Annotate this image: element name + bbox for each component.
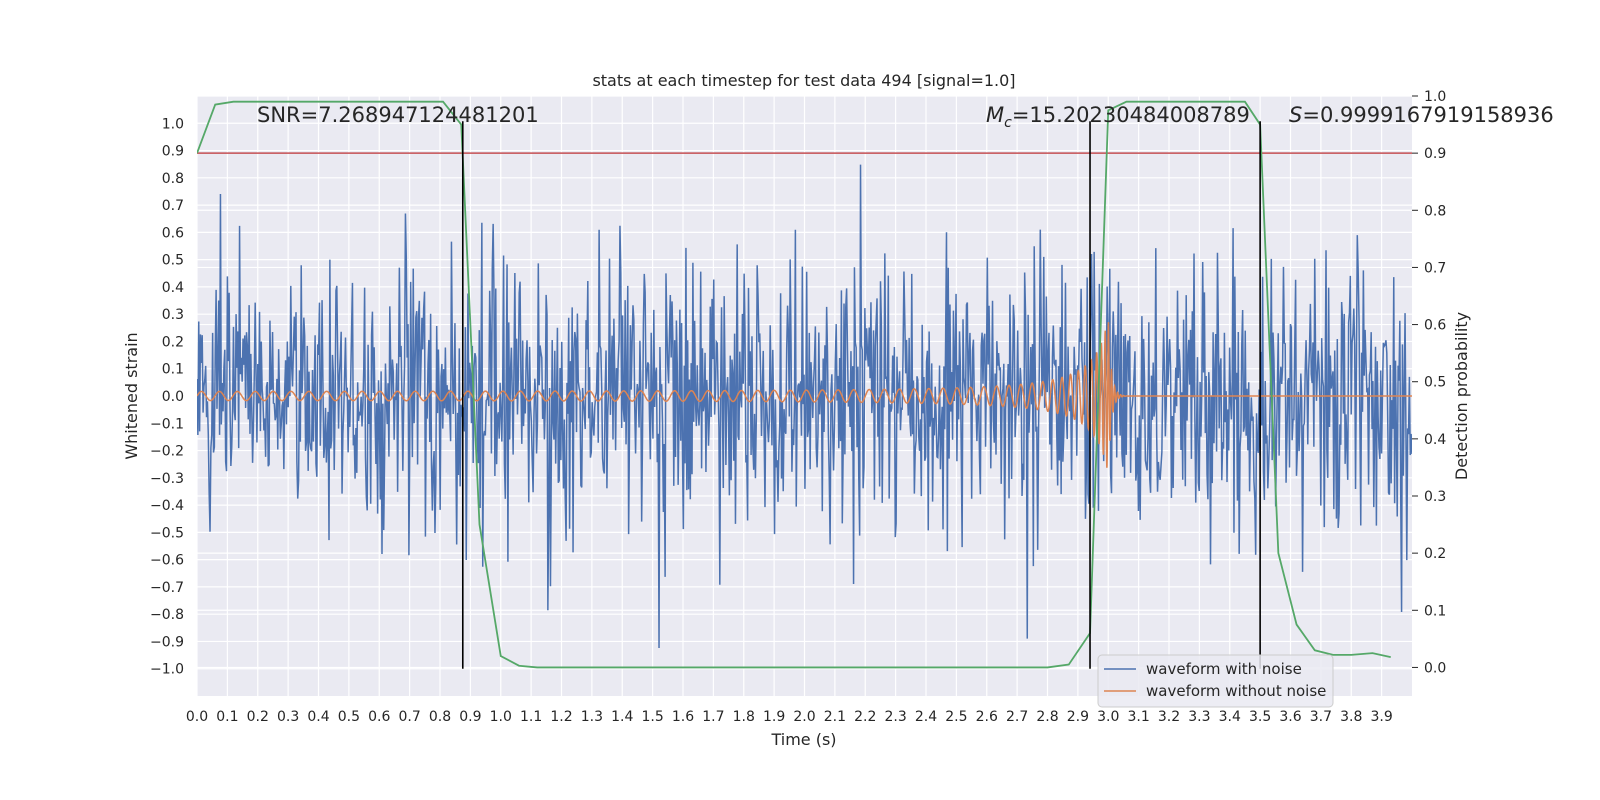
x-tick-label: 0.0 <box>186 709 208 725</box>
x-tick-label: 1.2 <box>550 709 572 725</box>
x-tick-label: 3.1 <box>1127 709 1149 725</box>
x-tick-label: 2.5 <box>945 709 967 725</box>
s-annotation: S=0.9999167919158936 <box>1289 103 1554 127</box>
y2-tick-label: 0.8 <box>1424 203 1446 219</box>
vertical-markers <box>461 121 1261 669</box>
x-tick-label: 1.6 <box>672 709 694 725</box>
x-tick-label: 3.9 <box>1370 709 1392 725</box>
x-tick-label: 2.1 <box>824 709 846 725</box>
legend: waveform with noise waveform without noi… <box>1097 654 1334 708</box>
y-axis-label: Whitened strain <box>122 332 141 459</box>
y-tick-label: 0.1 <box>162 362 184 378</box>
x-tick-label: 3.0 <box>1097 709 1119 725</box>
x-tick-label: 1.8 <box>733 709 755 725</box>
x-tick-label: 0.1 <box>216 709 238 725</box>
y2-tick-label: 0.3 <box>1424 489 1446 505</box>
mc-symbol: M <box>986 103 1004 127</box>
y-tick-label: 0.9 <box>162 144 184 160</box>
s-symbol: S <box>1289 103 1302 127</box>
y-tick-label: −0.9 <box>150 634 184 650</box>
y-tick-label: 0.7 <box>162 198 184 214</box>
mc-annotation: Mc=15.20230484008789 <box>986 103 1250 131</box>
x-tick-label: 3.6 <box>1279 709 1301 725</box>
y2-tick-label: 0.6 <box>1424 318 1446 334</box>
y-axis-ticks: 1.0 0.9 0.8 0.7 0.6 0.5 0.4 0.3 0.2 0.1 0.0 −0.1 −0.… <box>150 116 184 677</box>
legend-label-noisy: waveform with noise <box>1146 660 1302 678</box>
y2-axis-ticks: 1.0 0.9 0.8 0.7 0.6 0.5 0.4 0.3 0.2 0.1 0.0 <box>1412 89 1446 676</box>
y-tick-label: −0.6 <box>150 553 184 569</box>
x-tick-label: 2.7 <box>1006 709 1028 725</box>
x-tick-label: 0.9 <box>459 709 481 725</box>
y-tick-label: −0.1 <box>150 416 184 432</box>
x-axis-ticks: 0.0 0.1 0.2 0.3 0.4 0.5 0.6 0.7 0.8 0.9 1.0 1.1 1.2 1… <box>186 709 1393 725</box>
x-tick-label: 2.8 <box>1036 709 1058 725</box>
y2-tick-label: 0.4 <box>1424 432 1446 448</box>
x-tick-label: 0.6 <box>368 709 390 725</box>
y2-tick-label: 0.2 <box>1424 546 1446 562</box>
chart-title: stats at each timestep for test data 494… <box>592 71 1015 90</box>
x-tick-label: 0.5 <box>338 709 360 725</box>
legend-label-clean: waveform without noise <box>1146 682 1326 700</box>
detection-probability-line <box>197 100 1391 669</box>
noisy-waveform-line <box>197 164 1412 649</box>
y2-tick-label: 0.9 <box>1424 146 1446 162</box>
x-tick-label: 2.2 <box>854 709 876 725</box>
x-tick-label: 2.3 <box>884 709 906 725</box>
y-tick-label: 1.0 <box>162 116 184 132</box>
x-tick-label: 3.2 <box>1158 709 1180 725</box>
x-tick-label: 0.3 <box>277 709 299 725</box>
y-tick-label: −0.5 <box>150 525 184 541</box>
y2-axis-label: Detection probability <box>1452 312 1471 480</box>
y-tick-label: −0.4 <box>150 498 184 514</box>
y2-tick-label: 0.5 <box>1424 375 1446 391</box>
y-tick-label: −0.3 <box>150 471 184 487</box>
y2-tick-label: 1.0 <box>1424 89 1446 105</box>
clean-waveform-line <box>197 322 1412 468</box>
x-tick-label: 0.4 <box>307 709 329 725</box>
y2-tick-label: 0.0 <box>1424 660 1446 676</box>
y-tick-label: 0.3 <box>162 307 184 323</box>
plot-area <box>197 100 1412 669</box>
y-tick-label: −1.0 <box>150 662 184 678</box>
y-tick-label: 0.0 <box>162 389 184 405</box>
x-tick-label: 3.4 <box>1219 709 1241 725</box>
y-tick-label: −0.8 <box>150 607 184 623</box>
x-tick-label: 1.7 <box>702 709 724 725</box>
snr-annotation: SNR=7.268947124481201 <box>257 103 539 127</box>
y-tick-label: −0.7 <box>150 580 184 596</box>
x-tick-label: 0.8 <box>429 709 451 725</box>
y-tick-label: 0.2 <box>162 334 184 350</box>
x-axis-label: Time (s) <box>770 730 836 749</box>
x-tick-label: 0.7 <box>398 709 420 725</box>
y-tick-label: −0.2 <box>150 444 184 460</box>
x-tick-label: 1.9 <box>763 709 785 725</box>
x-tick-label: 1.4 <box>611 709 633 725</box>
s-value: =0.9999167919158936 <box>1302 103 1553 127</box>
x-tick-label: 2.0 <box>793 709 815 725</box>
x-tick-label: 2.9 <box>1067 709 1089 725</box>
x-tick-label: 3.5 <box>1249 709 1271 725</box>
mc-subscript: c <box>1004 115 1012 131</box>
legend-box <box>1097 654 1334 708</box>
y2-tick-label: 0.7 <box>1424 260 1446 276</box>
x-tick-label: 0.2 <box>247 709 269 725</box>
x-tick-label: 2.4 <box>915 709 937 725</box>
x-tick-label: 3.3 <box>1188 709 1210 725</box>
y-tick-label: 0.5 <box>162 253 184 269</box>
mc-value: =15.20230484008789 <box>1012 103 1250 127</box>
y-tick-label: 0.6 <box>162 225 184 241</box>
x-tick-label: 1.0 <box>490 709 512 725</box>
x-tick-label: 1.5 <box>641 709 663 725</box>
y2-tick-label: 0.1 <box>1424 603 1446 619</box>
y-tick-label: 0.8 <box>162 171 184 187</box>
x-tick-label: 2.6 <box>976 709 998 725</box>
x-tick-label: 3.8 <box>1340 709 1362 725</box>
x-tick-label: 3.7 <box>1310 709 1332 725</box>
x-tick-label: 1.3 <box>581 709 603 725</box>
y-tick-label: 0.4 <box>162 280 184 296</box>
x-tick-label: 1.1 <box>520 709 542 725</box>
